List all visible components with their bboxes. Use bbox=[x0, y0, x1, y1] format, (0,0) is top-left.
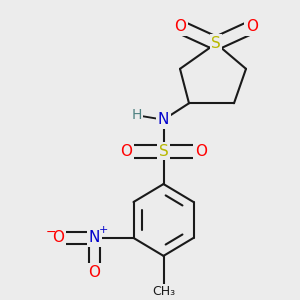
Text: −: − bbox=[46, 226, 56, 239]
Text: O: O bbox=[174, 20, 186, 34]
Text: O: O bbox=[195, 144, 207, 159]
Text: N: N bbox=[158, 112, 169, 127]
Text: O: O bbox=[120, 144, 132, 159]
Text: +: + bbox=[99, 225, 108, 236]
Text: O: O bbox=[88, 265, 101, 280]
Text: S: S bbox=[159, 144, 168, 159]
Text: O: O bbox=[52, 230, 64, 245]
Text: N: N bbox=[89, 230, 100, 245]
Text: H: H bbox=[131, 108, 142, 122]
Text: S: S bbox=[211, 36, 221, 51]
Text: CH₃: CH₃ bbox=[152, 285, 175, 298]
Text: O: O bbox=[246, 20, 258, 34]
